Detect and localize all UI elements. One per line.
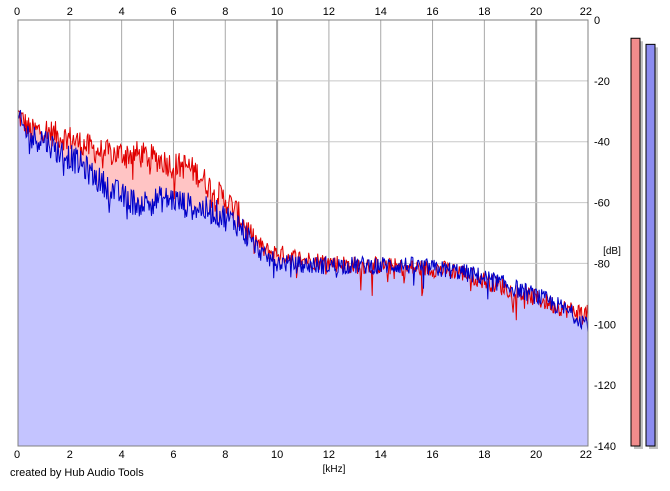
y-tick-label: -120 [594, 380, 616, 392]
x-tick-label-top: 20 [530, 6, 542, 18]
x-tick-label-bottom: 20 [530, 449, 542, 461]
plot-frame [17, 19, 589, 447]
y-tick-label: -40 [594, 137, 610, 149]
x-tick-label-top: 18 [478, 6, 490, 18]
left-level-bar [630, 37, 641, 447]
x-tick-label-bottom: 2 [67, 449, 73, 461]
y-unit-label: [dB] [603, 246, 621, 257]
y-tick-label: -100 [594, 319, 616, 331]
y-ticks: 0 -20 -40 -60 -80 -100 -120 -140 [594, 15, 616, 453]
x-tick-label-top: 8 [222, 6, 228, 18]
x-ticks-bottom: 0 2 4 6 8 10 12 14 16 18 20 22 [14, 449, 592, 461]
level-meters [630, 37, 658, 449]
x-tick-label-top: 0 [14, 6, 20, 18]
y-tick-label: -80 [594, 258, 610, 270]
x-unit-label: [kHz] [323, 464, 346, 475]
x-tick-label-top: 12 [323, 6, 335, 18]
x-tick-label-bottom: 10 [271, 449, 283, 461]
x-tick-label-bottom: 12 [323, 449, 335, 461]
x-tick-label-bottom: 18 [478, 449, 490, 461]
x-tick-label-top: 14 [375, 6, 387, 18]
right-channel-line [17, 109, 589, 333]
right-level-bar [645, 43, 656, 447]
x-tick-label-top: 16 [426, 6, 438, 18]
x-tick-label-top: 10 [271, 6, 283, 18]
x-tick-label-bottom: 8 [222, 449, 228, 461]
x-tick-label-bottom: 4 [119, 449, 125, 461]
x-tick-label-top: 4 [119, 6, 125, 18]
y-tick-label: -60 [594, 198, 610, 210]
x-tick-label-top: 2 [67, 6, 73, 18]
x-tick-label-top: 22 [580, 6, 592, 18]
x-tick-label-bottom: 6 [170, 449, 176, 461]
x-tick-label-bottom: 16 [426, 449, 438, 461]
right-channel-fill [18, 110, 588, 446]
x-tick-label-bottom: 22 [580, 449, 592, 461]
x-ticks-top: 0 2 4 6 8 10 12 14 16 18 20 22 [14, 6, 592, 18]
credit-text: created by Hub Audio Tools [10, 467, 144, 479]
y-tick-label: -20 [594, 76, 610, 88]
y-tick-label: -140 [594, 441, 616, 453]
x-tick-label-bottom: 14 [375, 449, 387, 461]
spectrum-lines [17, 109, 589, 333]
x-tick-label-bottom: 0 [14, 449, 20, 461]
x-tick-label-top: 6 [170, 6, 176, 18]
y-tick-label: 0 [594, 15, 600, 27]
